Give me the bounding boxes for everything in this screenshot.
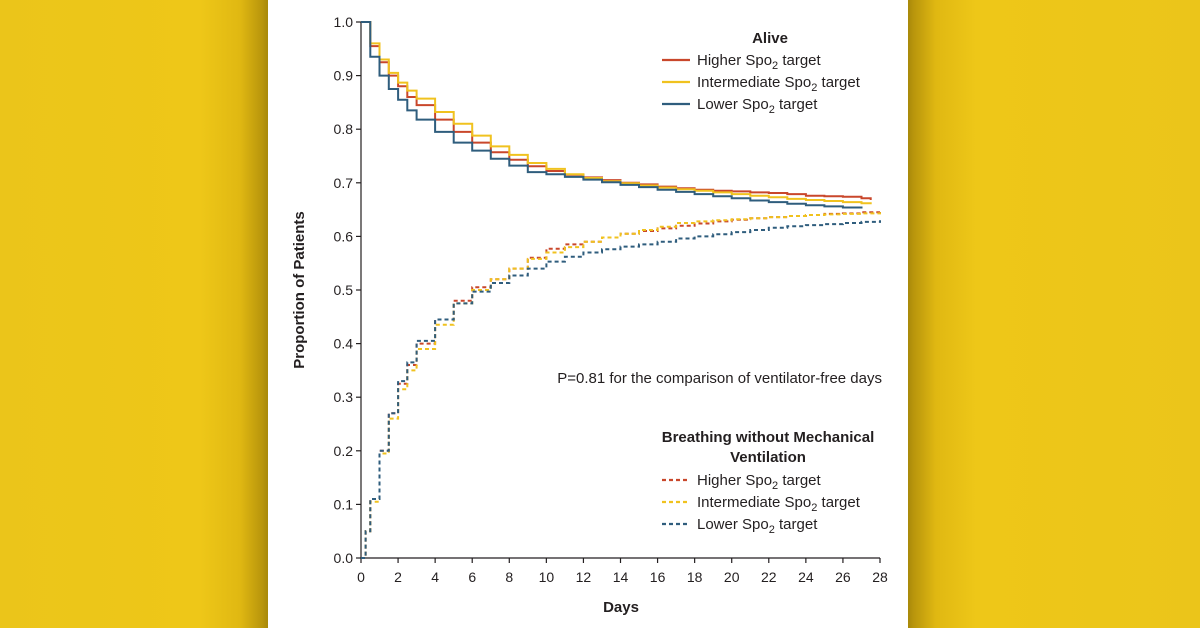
legend-alive-label-lower: Lower Spo2 target (697, 96, 818, 116)
y-tick-label: 0.2 (334, 443, 354, 459)
y-tick-label: 0.7 (334, 175, 354, 191)
x-tick-label: 28 (872, 569, 888, 585)
y-tick-label: 0.1 (334, 496, 354, 512)
alive-line-lower (361, 21, 863, 209)
ventilation-free-line-lower (361, 220, 881, 559)
annotation-text: P=0.81 for the comparison of ventilator-… (557, 370, 882, 387)
y-tick-label: 1.0 (334, 14, 354, 30)
legend-ventilation-label-higher: Higher Spo2 target (697, 472, 822, 492)
alive-line-intermediate (361, 21, 872, 205)
legend-ventilation-label-lower: Lower Spo2 target (697, 516, 818, 536)
legend-ventilation-label-intermediate: Intermediate Spo2 target (697, 494, 861, 514)
x-tick-label: 0 (357, 569, 365, 585)
x-tick-label: 18 (687, 569, 703, 585)
legend-ventilation: Breathing without Mechanical Ventilation… (662, 429, 875, 536)
y-axis-label: Proportion of Patients (291, 211, 308, 369)
x-tick-label: 2 (394, 569, 402, 585)
x-tick-label: 10 (539, 569, 555, 585)
x-axis-label: Days (603, 599, 639, 616)
legend-alive-label-higher: Higher Spo2 target (697, 52, 822, 72)
legend-alive-label-intermediate: Intermediate Spo2 target (697, 74, 861, 94)
y-tick-label: 0.8 (334, 121, 354, 137)
y-tick-label: 0.0 (334, 550, 354, 566)
x-tick-label: 8 (505, 569, 513, 585)
y-tick-label: 0.9 (334, 68, 354, 84)
x-tick-label: 16 (650, 569, 666, 585)
y-tick-label: 0.3 (334, 389, 354, 405)
legend-alive-title: Alive (752, 30, 788, 47)
ventilation-free-line-higher (361, 211, 881, 559)
legend-ventilation-title-line1: Breathing without Mechanical (662, 429, 875, 446)
x-tick-label: 20 (724, 569, 740, 585)
x-tick-label: 14 (613, 569, 629, 585)
legend-ventilation-title-line2: Ventilation (730, 449, 806, 466)
axes: 0 2 4 6 8 10 12 14 16 18 20 22 24 26 280.00.10.20.30.4… (334, 14, 888, 585)
x-tick-label: 6 (468, 569, 476, 585)
x-tick-label: 26 (835, 569, 851, 585)
ventilation-free-line-intermediate (361, 212, 881, 559)
y-tick-label: 0.6 (334, 228, 354, 244)
x-tick-label: 22 (761, 569, 777, 585)
plot-lines (361, 21, 881, 559)
x-tick-label: 12 (576, 569, 592, 585)
y-tick-label: 0.4 (334, 336, 354, 352)
y-tick-label: 0.5 (334, 282, 354, 298)
chart-panel (268, 0, 908, 628)
x-tick-label: 4 (431, 569, 439, 585)
x-tick-label: 24 (798, 569, 814, 585)
